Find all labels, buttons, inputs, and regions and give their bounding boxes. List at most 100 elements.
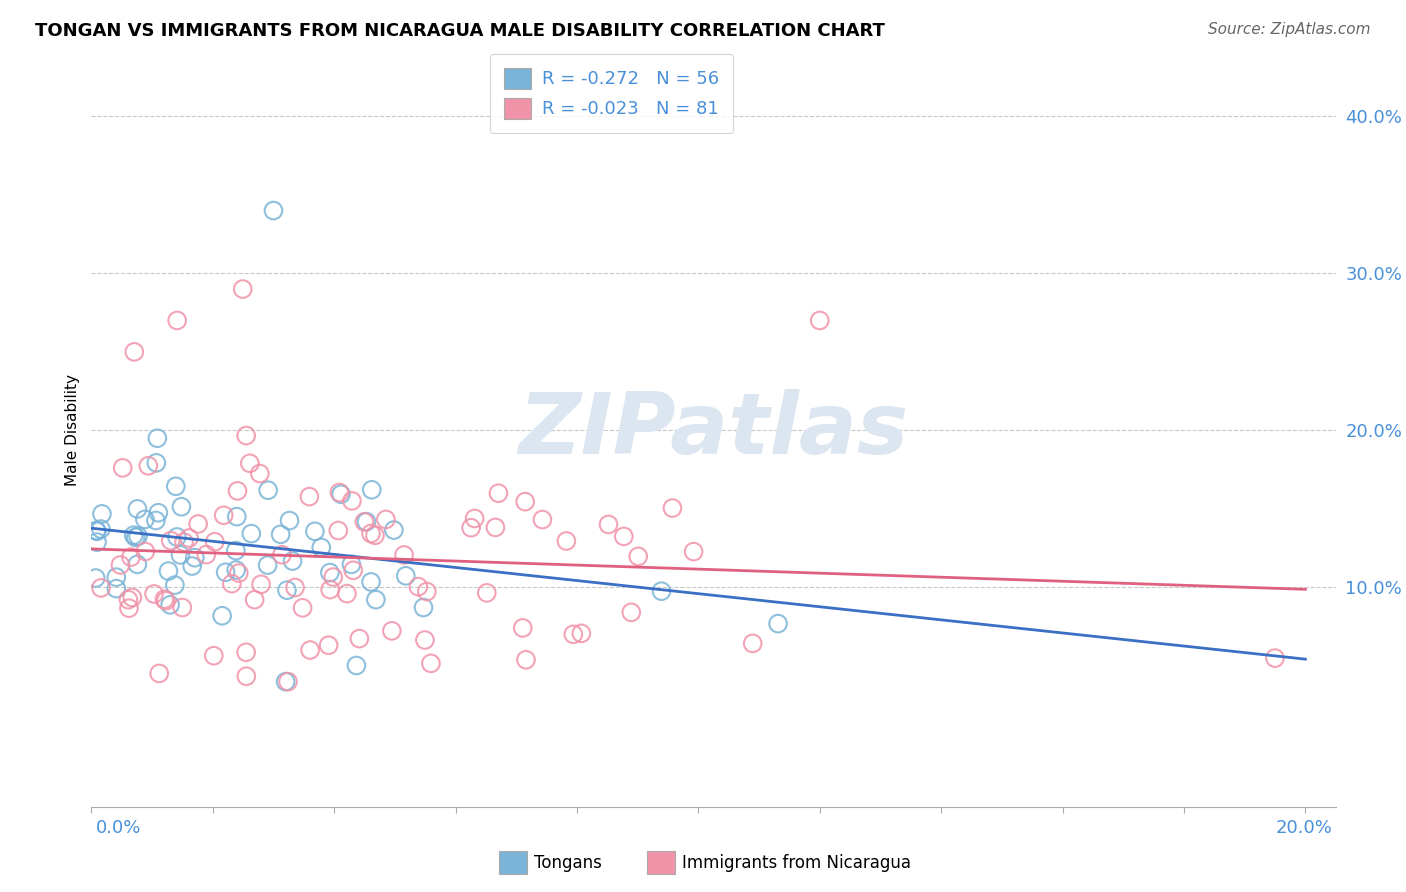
Point [148, 506, 170, 520]
Point [319, 566, 342, 580]
Text: Source: ZipAtlas.com: Source: ZipAtlas.com [1208, 22, 1371, 37]
Legend: R = -0.272   N = 56, R = -0.023   N = 81: R = -0.272 N = 56, R = -0.023 N = 81 [489, 54, 734, 133]
Point [117, 592, 139, 607]
Point [90, 581, 112, 595]
Point [134, 544, 156, 558]
Point [86, 535, 108, 549]
Point [515, 653, 537, 667]
Point [627, 549, 650, 564]
Point [291, 600, 314, 615]
Point [84, 571, 107, 585]
Point [284, 581, 307, 595]
Bar [647, 851, 675, 874]
Point [122, 528, 145, 542]
Point [382, 523, 405, 537]
Point [1264, 651, 1286, 665]
Point [212, 508, 235, 523]
Point [349, 632, 371, 646]
Point [202, 648, 225, 663]
Point [124, 344, 146, 359]
Point [239, 456, 262, 470]
Point [235, 428, 257, 442]
Point [235, 669, 257, 683]
Point [187, 516, 209, 531]
Point [120, 550, 142, 565]
Point [318, 638, 340, 652]
Point [342, 563, 364, 577]
Point [184, 550, 207, 565]
Point [225, 563, 247, 577]
Text: Tongans: Tongans [534, 854, 602, 871]
Point [360, 483, 382, 497]
Point [221, 576, 243, 591]
Point [105, 570, 128, 584]
Point [235, 645, 257, 659]
Point [419, 657, 441, 671]
Point [515, 494, 537, 508]
Point [278, 514, 301, 528]
Point [512, 621, 534, 635]
Text: 20.0%: 20.0% [1277, 819, 1333, 837]
Point [270, 527, 292, 541]
Point [682, 544, 704, 558]
Point [271, 548, 294, 562]
Point [408, 580, 430, 594]
Point [356, 515, 378, 529]
Point [460, 521, 482, 535]
Point [169, 548, 191, 562]
Text: 0.0%: 0.0% [96, 819, 141, 837]
Point [127, 529, 149, 543]
Point [195, 548, 218, 562]
Point [330, 487, 353, 501]
Point [111, 461, 134, 475]
Point [90, 522, 112, 536]
Point [257, 483, 280, 498]
Point [134, 512, 156, 526]
Point [281, 554, 304, 568]
Point [263, 203, 285, 218]
Point [204, 534, 226, 549]
Point [86, 524, 108, 539]
Point [148, 666, 170, 681]
Point [243, 592, 266, 607]
Point [159, 598, 181, 612]
Point [395, 569, 418, 583]
Point [226, 483, 249, 498]
Point [413, 632, 436, 647]
Point [146, 431, 169, 445]
Point [274, 674, 297, 689]
Point [340, 558, 363, 572]
Point [277, 674, 299, 689]
Point [650, 584, 672, 599]
Point [143, 587, 166, 601]
Point [118, 601, 141, 615]
Point [145, 456, 167, 470]
Point [562, 627, 585, 641]
Point [250, 577, 273, 591]
Point [298, 490, 321, 504]
Point [336, 587, 359, 601]
Point [322, 570, 344, 584]
Point [166, 313, 188, 327]
Point [121, 591, 143, 605]
Point [381, 624, 404, 638]
Point [328, 485, 350, 500]
Point [808, 313, 831, 327]
Text: ZIPatlas: ZIPatlas [519, 389, 908, 472]
Point [170, 500, 193, 514]
Point [555, 533, 578, 548]
Bar [499, 851, 527, 874]
Point [225, 509, 247, 524]
Point [412, 600, 434, 615]
Point [124, 530, 146, 544]
Text: Immigrants from Nicaragua: Immigrants from Nicaragua [682, 854, 911, 871]
Point [177, 531, 200, 545]
Point [661, 501, 683, 516]
Point [165, 479, 187, 493]
Point [276, 583, 298, 598]
Point [475, 586, 498, 600]
Point [225, 543, 247, 558]
Point [309, 541, 332, 555]
Point [228, 566, 250, 580]
Point [319, 582, 342, 597]
